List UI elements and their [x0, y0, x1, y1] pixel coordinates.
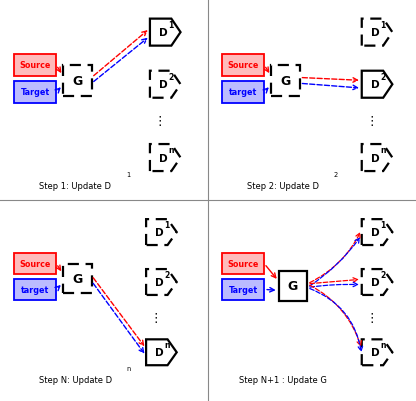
- Text: n: n: [168, 146, 174, 155]
- Text: ⋮: ⋮: [365, 115, 378, 128]
- Text: n: n: [126, 365, 130, 371]
- Bar: [63, 66, 92, 97]
- Text: D: D: [155, 227, 164, 237]
- Text: D: D: [371, 227, 379, 237]
- Polygon shape: [150, 71, 181, 99]
- Polygon shape: [150, 20, 181, 47]
- Text: D: D: [371, 153, 379, 163]
- Bar: [222, 254, 264, 274]
- Text: target: target: [229, 88, 257, 97]
- Text: Step N: Update D: Step N: Update D: [39, 375, 112, 384]
- Polygon shape: [146, 220, 177, 245]
- Text: 1: 1: [168, 21, 173, 30]
- Bar: [14, 279, 56, 300]
- Text: Source: Source: [228, 61, 259, 70]
- Polygon shape: [362, 20, 392, 47]
- Text: G: G: [280, 75, 290, 88]
- Text: 2: 2: [380, 73, 386, 82]
- Text: D: D: [155, 277, 164, 287]
- Bar: [222, 82, 264, 103]
- Text: ⋮: ⋮: [149, 311, 162, 324]
- Text: G: G: [72, 272, 82, 285]
- Text: 1: 1: [380, 221, 386, 230]
- Text: 2: 2: [380, 270, 386, 279]
- Text: 2: 2: [168, 73, 173, 82]
- Text: D: D: [371, 277, 379, 287]
- Text: Target: Target: [228, 285, 258, 294]
- Text: ⋮: ⋮: [365, 311, 378, 324]
- Text: G: G: [72, 75, 82, 88]
- Text: Step 1: Update D: Step 1: Update D: [39, 182, 111, 191]
- Bar: [63, 264, 92, 294]
- Polygon shape: [146, 269, 177, 295]
- Text: D: D: [371, 28, 379, 38]
- Text: D: D: [371, 347, 379, 357]
- Text: D: D: [159, 153, 168, 163]
- Text: 1: 1: [380, 21, 386, 30]
- Text: n: n: [380, 340, 386, 350]
- Bar: [279, 271, 307, 301]
- Bar: [271, 66, 300, 97]
- Polygon shape: [362, 71, 392, 99]
- Text: D: D: [159, 28, 168, 38]
- Bar: [14, 254, 56, 274]
- Text: 1: 1: [164, 221, 170, 230]
- Text: Step N+1 : Update G: Step N+1 : Update G: [239, 375, 327, 384]
- Text: target: target: [21, 285, 49, 294]
- Bar: [222, 55, 264, 76]
- Text: 2: 2: [164, 270, 170, 279]
- Text: D: D: [155, 347, 164, 357]
- Polygon shape: [362, 340, 392, 365]
- Text: n: n: [164, 340, 170, 350]
- Polygon shape: [362, 145, 392, 172]
- Text: D: D: [159, 80, 168, 90]
- Text: n: n: [380, 146, 386, 155]
- Polygon shape: [146, 340, 177, 365]
- Bar: [222, 279, 264, 300]
- Text: ⋮: ⋮: [153, 115, 166, 128]
- Bar: [14, 55, 56, 76]
- Text: D: D: [371, 80, 379, 90]
- Polygon shape: [362, 220, 392, 245]
- Text: 1: 1: [126, 171, 130, 177]
- Text: G: G: [288, 279, 298, 292]
- Text: Step 2: Update D: Step 2: Update D: [247, 182, 319, 191]
- Bar: [14, 82, 56, 103]
- Text: 2: 2: [334, 171, 338, 177]
- Text: Target: Target: [20, 88, 50, 97]
- Polygon shape: [150, 145, 181, 172]
- Polygon shape: [362, 269, 392, 295]
- Text: Source: Source: [20, 259, 51, 268]
- Text: Source: Source: [228, 259, 259, 268]
- Text: Source: Source: [20, 61, 51, 70]
